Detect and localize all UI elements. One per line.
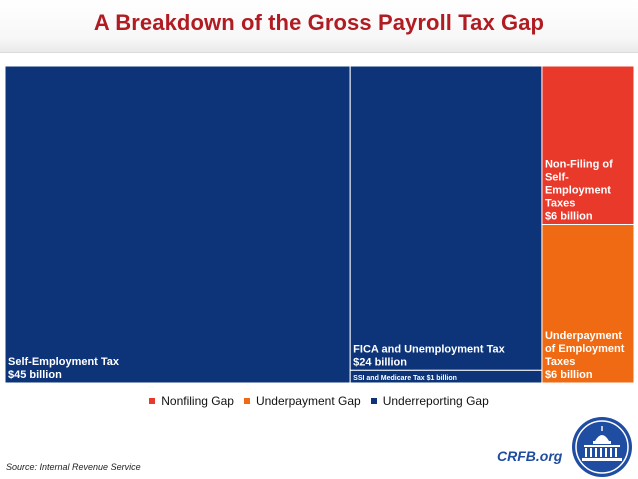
cell-label: Underpayment: [545, 330, 622, 342]
cell-label: Self-: [545, 172, 569, 184]
cell-value: $6 billion: [545, 369, 593, 381]
legend-swatch: [243, 397, 250, 404]
treemap-cell-fica-and-unemployment-tax: FICA and Unemployment Tax$24 billion: [349, 65, 543, 371]
treemap-rect: [4, 65, 351, 384]
treemap-rect: [541, 65, 635, 225]
legend-item-nonfiling: Nonfiling Gap: [149, 394, 234, 408]
page-title: A Breakdown of the Gross Payroll Tax Gap: [93, 10, 545, 35]
cell-label: SSI and Medicare Tax $1 billion: [353, 375, 457, 382]
cell-label: Taxes: [545, 356, 575, 368]
legend-swatch: [149, 397, 156, 404]
legend-item-underpayment: Underpayment Gap: [243, 394, 361, 408]
legend-swatch: [370, 397, 377, 404]
cell-label: Non-Filing of: [545, 159, 613, 171]
treemap-rect: [541, 224, 635, 384]
cell-label: Employment: [545, 185, 611, 197]
header-bar: A Breakdown of the Gross Payroll Tax Gap: [0, 0, 638, 53]
cell-label: of Employment: [545, 343, 625, 355]
chart-legend: Nonfiling Gap Underpayment Gap Underreport…: [0, 394, 638, 408]
cell-label: Taxes: [545, 198, 575, 210]
treemap-cell-ssi-and-medicare-tax: SSI and Medicare Tax $1 billion: [349, 369, 543, 384]
cell-label: FICA and Unemployment Tax: [353, 343, 505, 355]
crfb-capitol-logo-icon: [572, 417, 632, 477]
legend-label: Nonfiling Gap: [161, 394, 234, 408]
cell-value: $6 billion: [545, 211, 593, 223]
treemap-rect: [349, 65, 543, 371]
legend-label: Underpayment Gap: [255, 394, 361, 408]
treemap-cell-self-employment-tax: Self-Employment Tax$45 billion: [4, 65, 351, 384]
legend-label: Underreporting Gap: [382, 394, 489, 408]
cell-value: $24 billion: [353, 356, 407, 368]
cell-label: Self-Employment Tax: [8, 356, 120, 368]
legend-item-underreporting: Underreporting Gap: [370, 394, 489, 408]
source-note: Source: Internal Revenue Service: [6, 462, 141, 472]
site-link[interactable]: CRFB.org: [497, 448, 563, 464]
cell-value: $45 billion: [8, 369, 62, 381]
